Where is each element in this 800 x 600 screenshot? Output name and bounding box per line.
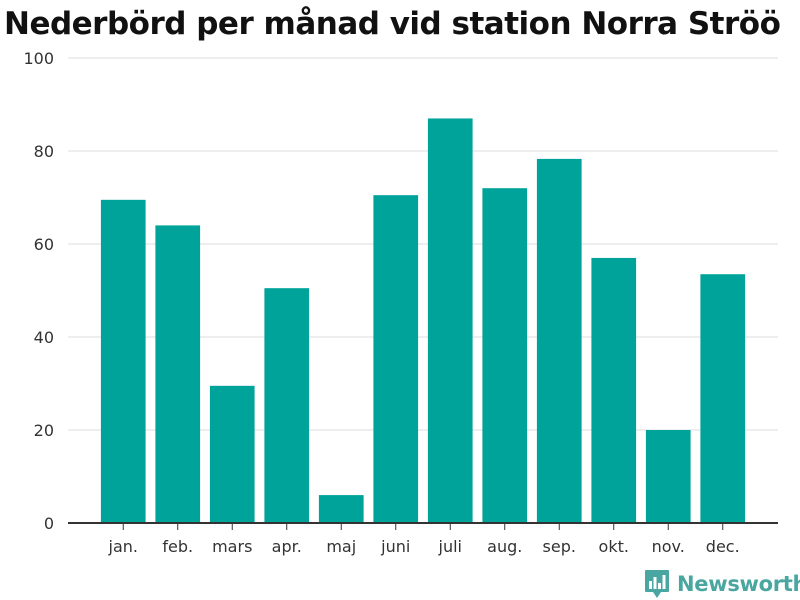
bar-4 [318, 495, 364, 523]
logo-text: Newsworthy [677, 572, 800, 596]
chart-title: Nederbörd per månad vid station Norra St… [4, 6, 781, 42]
x-tick-label: nov. [652, 537, 685, 556]
bar-11 [700, 274, 746, 523]
bar-2 [209, 385, 255, 523]
bar-7 [482, 188, 528, 523]
bar-5 [373, 195, 419, 524]
y-tick-label: 80 [34, 142, 54, 161]
x-tick-label: jan. [108, 537, 138, 556]
x-tick-label: juni [380, 537, 410, 556]
x-tick-label: sep. [543, 537, 576, 556]
bar-3 [264, 288, 310, 523]
bar-8 [536, 158, 582, 523]
y-tick-label: 20 [34, 421, 54, 440]
y-tick-label: 0 [44, 514, 54, 533]
x-tick-label: feb. [162, 537, 193, 556]
y-tick-label: 40 [34, 328, 54, 347]
bar-10 [645, 430, 691, 523]
x-tick-label: mars [212, 537, 252, 556]
x-axis-ticks: jan. feb. mars apr. maj juni juli aug. sep. okt. n… [108, 523, 740, 556]
bar-0 [100, 199, 146, 523]
x-tick-label: apr. [272, 537, 302, 556]
newsworthy-logo: Newsworthy [644, 569, 800, 599]
bar-1 [155, 225, 201, 523]
x-tick-label: maj [326, 537, 356, 556]
y-axis-ticks: 0 20 40 60 80 100 [23, 49, 54, 533]
x-tick-label: juli [438, 537, 462, 556]
y-tick-label: 60 [34, 235, 54, 254]
y-tick-label: 100 [23, 49, 54, 68]
x-tick-label: okt. [599, 537, 629, 556]
bar-6 [427, 118, 473, 523]
bar-9 [591, 257, 637, 523]
bars [100, 118, 746, 524]
x-tick-label: dec. [706, 537, 740, 556]
bar-chart-speech-bubble-icon [645, 570, 669, 598]
x-tick-label: aug. [487, 537, 522, 556]
